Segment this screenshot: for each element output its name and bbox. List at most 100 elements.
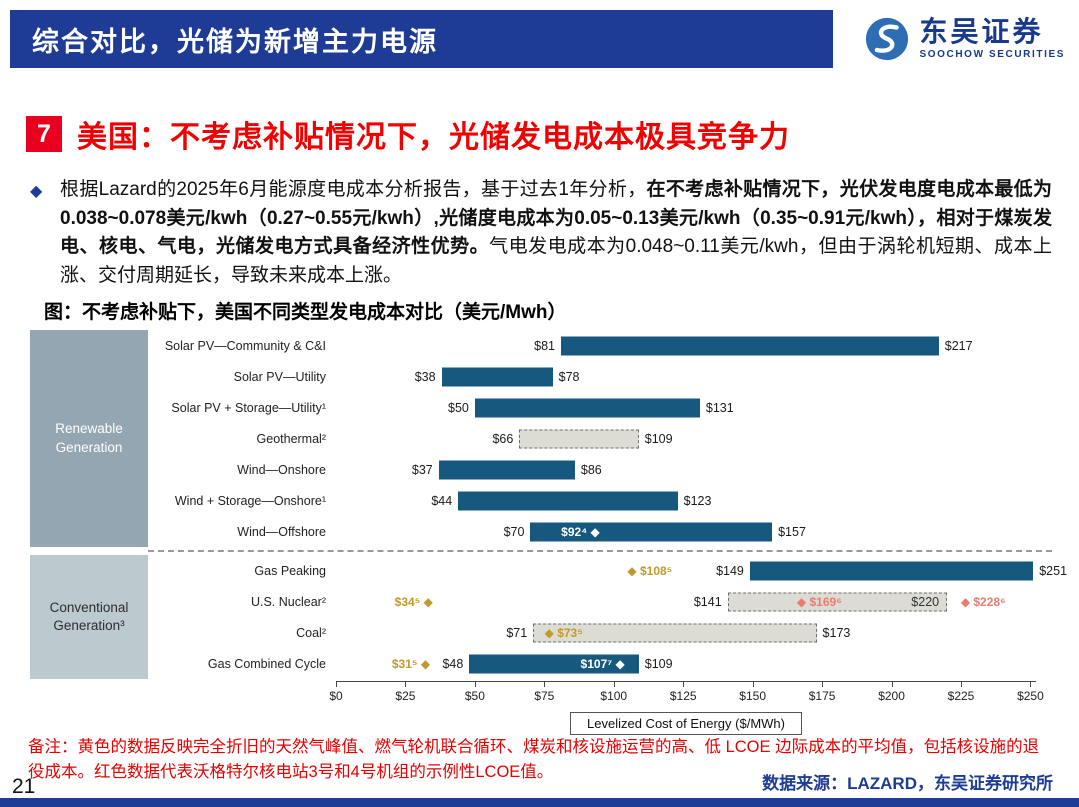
range-bar [519,429,639,448]
row-track: $48 $109 $31⁵ ◆ $107⁷ ◆ [336,648,1052,679]
range-bar [533,623,817,642]
section-title: 美国：不考虑补贴情况下，光储发电成本极具竞争力 [77,121,790,154]
chart-title: 图：不考虑补贴下，美国不同类型发电成本对比（美元/Mwh） [44,302,567,323]
body-paragraph: ◆ 根据Lazard的2025年6月能源度电成本分析报告，基于过去1年分析，在不… [28,176,1052,290]
section-divider [148,550,1052,552]
range-bar [441,367,553,386]
axis-tick [405,682,407,687]
row-track: $70 $157 $92⁴ ◆ [336,516,1052,547]
chart-row: Solar PV—Community & C&I $81 $217 [148,330,1052,361]
high-value-label: $123 [683,493,712,508]
range-bar [438,460,575,479]
high-value-label: $78 [558,369,580,384]
row-track: $149 $251 ◆ $108⁵ [336,555,1067,586]
low-value-label: $149 [716,563,744,578]
high-value-label: $173 [822,625,851,640]
high-value-label: $109 [644,431,673,446]
marker-label: ◆ $73⁵ [544,625,583,640]
x-axis-title: Levelized Cost of Energy ($/MWh) [570,712,802,735]
axis-tick [822,682,824,687]
low-value-label: $141 [693,594,722,609]
brand-text: 东吴证券 SOOCHOW SECURITIES [920,17,1065,61]
low-value-label: $81 [534,338,555,353]
axis-tick-label: $175 [808,689,836,703]
axis-tick-label: $75 [534,689,555,703]
range-bar [749,561,1034,580]
group-label: Renewable Generation [30,330,148,547]
axis-tick-label: $50 [464,689,485,703]
row-label: Wind + Storage—Onshore¹ [174,493,326,508]
row-label: U.S. Nuclear² [250,594,326,609]
group-label: Conventional Generation³ [30,555,148,679]
row-label: Coal² [296,625,326,640]
marker-label: ◆ $169⁶ [796,594,842,609]
group-rows: Solar PV—Community & C&I $81 $217 Solar PV—… [148,330,1052,547]
range-bar [469,654,639,673]
axis-tick-label: $150 [739,689,767,703]
axis-tick-label: $25 [395,689,416,703]
marker-label: $92⁴ ◆ [561,524,600,539]
marker-label: $31⁵ ◆ [391,656,431,671]
bottom-accent-bar [0,798,1079,807]
chart-row: Wind—Offshore $70 $157 $92⁴ ◆ [148,516,1052,547]
axis-tick-label: $100 [600,689,628,703]
brand-logo-icon [864,16,910,62]
row-label: Solar PV + Storage—Utility¹ [171,400,326,415]
paragraph-run-bold: 在不考虑补贴情况下，光伏发电度电成本最低为0.038~0.078美元/kwh（0… [60,179,1052,257]
chart-row: Gas Combined Cycle $48 $109 $31⁵ ◆ $107⁷ ◆ [148,648,1052,679]
high-value-label: $109 [644,656,673,671]
paragraph-text: 根据Lazard的2025年6月能源度电成本分析报告，基于过去1年分析，在不考虑… [60,179,1052,286]
axis-tick [683,682,685,687]
paragraph-run: 气电发电成本为0.048~0.11美元/kwh，但由于涡轮机短期、成本上涨、交付… [60,236,1052,286]
brand-subtitle: SOOCHOW SECURITIES [919,49,1065,61]
range-bar [530,522,773,541]
row-track: $38 $78 [336,361,1052,392]
banner-title-bar: 综合对比，光储为新增主力电源 [10,10,833,68]
low-value-label: $37 [411,462,433,477]
row-track: $50 $131 [336,392,1052,423]
lcoe-chart: Renewable Generation Solar PV—Community &… [30,330,1067,735]
range-bar [458,491,678,510]
row-label: Gas Combined Cycle [207,656,326,671]
high-value-label: $157 [778,524,806,539]
row-track: $81 $217 [336,330,1052,361]
chart-row: Wind—Onshore $37 $86 [148,454,1052,485]
footnote-text: 备注：黄色的数据反映完全折旧的天然气峰值、燃气轮机联合循环、煤炭和核设施运营的高… [28,738,1040,781]
low-value-label: $50 [448,400,469,415]
row-track: $44 $123 [336,485,1052,516]
chart-row: Gas Peaking $149 $251 ◆ $108⁵ [148,555,1067,586]
chart-row: Geothermal² $66 $109 [148,423,1052,454]
axis-tick [891,682,893,687]
high-value-label: $251 [1039,563,1068,578]
chart-row: Coal² $71 $173 ◆ $73⁵ [148,617,1052,648]
marker-label: $107⁷ ◆ [580,656,625,671]
data-source: 数据来源：LAZARD，东吴证券研究所 [762,774,1053,793]
low-value-label: $38 [414,369,436,384]
group-rows: Gas Peaking $149 $251 ◆ $108⁵ U.S. Nuclear² $… [148,555,1067,679]
axis-tick [1030,682,1032,687]
axis-tick-label: $200 [878,689,905,703]
axis-tick-label: $225 [947,689,975,703]
page-number: 21 [12,775,36,798]
low-value-label: $66 [492,431,514,446]
range-bar [474,398,700,417]
low-value-label: $48 [442,656,464,671]
axis-tick [474,682,476,687]
chart-row: Solar PV + Storage—Utility¹ $50 $131 [148,392,1052,423]
row-track: $141 $220 $34⁵ ◆ ◆ $169⁶ ◆ $228⁶ [336,586,1052,617]
chart-row: Wind + Storage—Onshore¹ $44 $123 [148,485,1052,516]
row-track: $37 $86 [336,454,1052,485]
low-value-label: $70 [503,524,525,539]
marker-label: ◆ $108⁵ [627,563,673,578]
high-value-label: $86 [580,462,602,477]
section-heading: 7 美国：不考虑补贴情况下，光储发电成本极具竞争力 [26,112,790,156]
x-axis-title-wrap: Levelized Cost of Energy ($/MWh) [336,712,1036,735]
high-value-label: $131 [705,400,734,415]
chart-group-block: Renewable Generation Solar PV—Community &… [30,330,1052,547]
axis-tick-label: $0 [329,689,343,703]
low-value-label: $44 [431,493,453,508]
row-label: Wind—Onshore [237,462,326,477]
high-value-label: $220 [911,594,940,609]
brand-name: 东吴证券 [919,17,1044,49]
